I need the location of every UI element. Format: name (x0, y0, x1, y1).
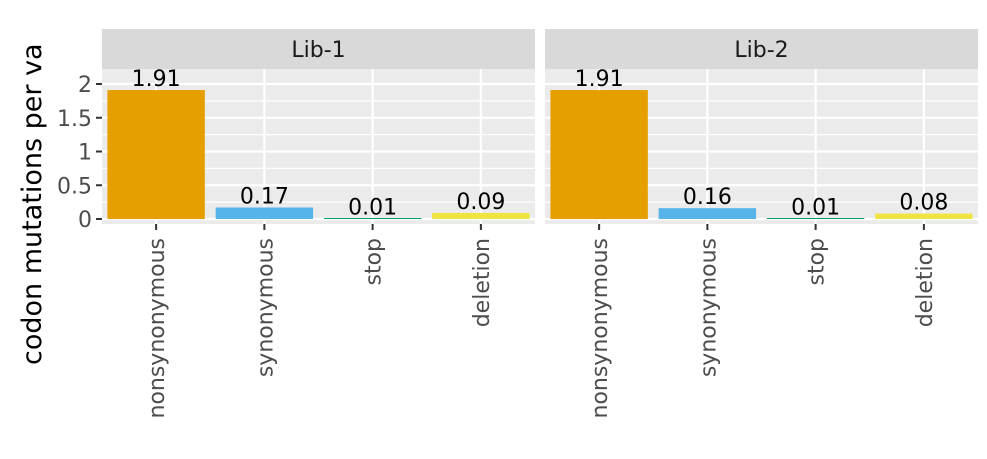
y-tick-label: 2 (78, 73, 92, 98)
x-tick-label: synonymous (253, 238, 278, 377)
y-tick-label: 1.5 (57, 107, 92, 132)
x-tick-label: stop (805, 238, 830, 286)
facet-strip (102, 29, 535, 69)
facet-label: Lib-2 (734, 38, 788, 63)
value-label: 0.09 (456, 190, 505, 215)
bar-stop (323, 218, 422, 219)
facet-label: Lib-1 (291, 38, 345, 63)
facet-strip (545, 29, 978, 69)
bar-nonsynonymous (107, 90, 205, 219)
bar-deletion (432, 212, 530, 219)
y-tick-label: 0.5 (57, 174, 92, 199)
x-tick-label: nonsynonymous (588, 238, 613, 419)
value-label: 0.01 (791, 195, 840, 220)
y-tick-label: 0 (78, 208, 92, 233)
value-label: 1.91 (132, 67, 181, 92)
value-label: 0.08 (899, 191, 948, 216)
value-label: 1.91 (575, 67, 624, 92)
x-tick-label: synonymous (696, 238, 721, 377)
x-tick-label: nonsynonymous (145, 238, 170, 419)
y-axis-label: codon mutations per va (17, 43, 48, 365)
x-tick-label: deletion (913, 238, 938, 327)
panel-lib-2: Lib-2 1.91 0.16 0.01 0.08 nonsynonymous synony… (545, 29, 978, 419)
value-label: 0.01 (348, 195, 397, 220)
x-tick-label: stop (362, 238, 387, 286)
bar-nonsynonymous (550, 90, 648, 219)
bar-synonymous (215, 207, 314, 219)
bar-synonymous (658, 208, 757, 219)
x-tick-label: deletion (470, 238, 495, 327)
bar-deletion (875, 213, 973, 219)
bar-stop (766, 218, 865, 219)
y-tick-label: 1 (78, 141, 92, 166)
value-label: 0.16 (683, 185, 732, 210)
value-label: 0.17 (240, 185, 289, 210)
panel-lib-1: Lib-1 1.91 0.17 0.01 0.09 nonsynonymous synony… (57, 29, 535, 419)
